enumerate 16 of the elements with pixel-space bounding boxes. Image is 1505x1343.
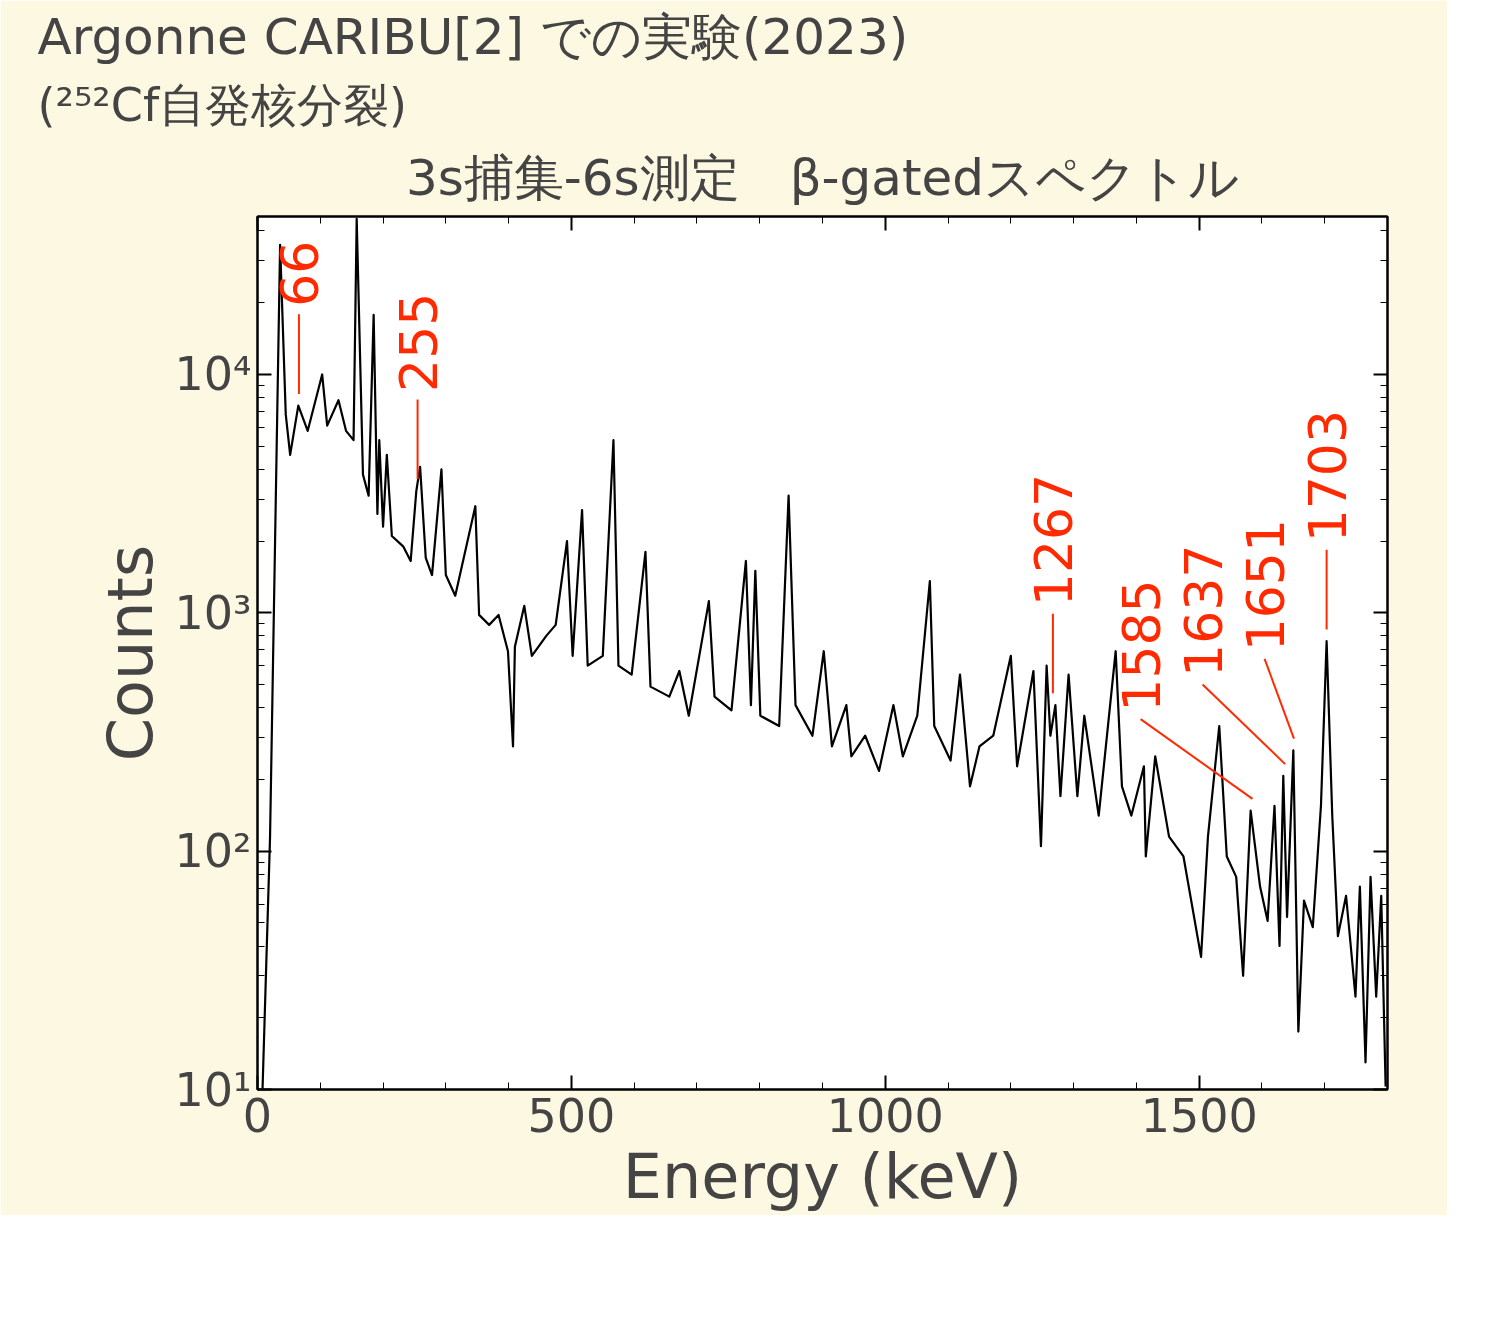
y-axis-title: Counts (93, 544, 167, 762)
y-tick-label: 10² (174, 824, 252, 879)
y-tick-label: 10³ (174, 585, 252, 640)
annotation: 1651 (1235, 519, 1296, 652)
annotation: 66 (269, 240, 330, 307)
y-tick-label: 10⁴ (174, 347, 252, 402)
text: 3s捕集-6s測定 β-gatedスペクトル (405, 148, 1240, 207)
chart-subtitle: (²⁵²Cf自発核分裂) (37, 77, 408, 132)
annotation: 255 (388, 292, 449, 392)
annotation: 1585 (1111, 579, 1172, 712)
x-tick-label: 1500 (1140, 1088, 1258, 1143)
chart-title: Argonne CARIBU[2] での実験(2023) (37, 7, 909, 66)
annotation: 1703 (1297, 409, 1358, 543)
x-tick-label: 500 (527, 1088, 616, 1143)
annotation: 1637 (1173, 544, 1234, 677)
annotation: 1267 (1023, 473, 1084, 607)
